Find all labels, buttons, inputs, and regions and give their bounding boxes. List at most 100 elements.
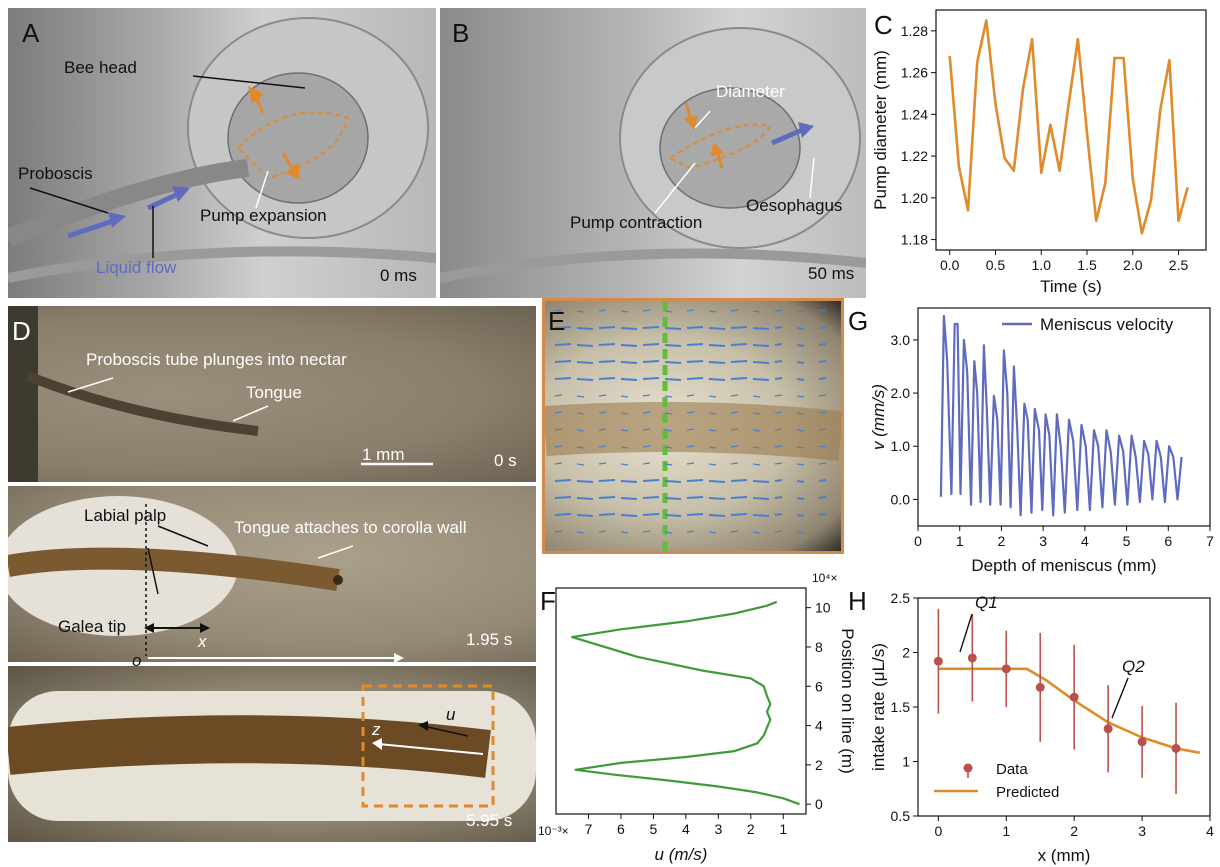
piv-vector [576,480,594,483]
x-axis-label: x (mm) [1038,846,1091,865]
panel-label-a: A [22,18,40,48]
y-tick-label: 2 [902,645,910,661]
panel-label-h: H [848,586,867,616]
label-u: u [446,705,456,724]
piv-vector [598,309,607,312]
panel-label-f: F [540,586,556,616]
piv-vector [818,309,827,312]
piv-vector [620,412,629,415]
piv-vector [774,428,783,431]
axes-frame [917,597,1211,817]
y-tick-label: 0.5 [891,808,911,824]
piv-vector [642,394,651,397]
piv-vector [642,326,660,329]
x-tick-label: 0 [914,533,922,549]
piv-vector [598,479,616,482]
piv-vector [576,429,585,432]
piv-vector [686,479,704,482]
data-point [1069,692,1079,702]
piv-vector [818,530,827,533]
x-axis-label: u (m/s) [655,845,708,864]
data-point [967,653,977,663]
piv-vector [708,446,717,449]
piv-vector [796,446,805,449]
panel-label-c: C [874,10,893,40]
timestamp-b: 50 ms [808,264,855,283]
piv-vector [730,428,739,431]
piv-vector [598,343,616,346]
y-tick-label: 0 [815,796,823,812]
panel-e-image [542,298,844,554]
label-liquid-flow: Liquid flow [96,258,177,277]
y-tick-label: 2.0 [891,385,911,401]
piv-vector [796,497,805,500]
piv-vector [752,480,770,483]
piv-vector [708,310,717,313]
scale-bar-label: 1 mm [362,445,405,464]
piv-vector [774,377,783,380]
piv-vector [598,496,616,499]
chart-g: 0 1 2 3 4 5 6 7 0.0 1.0 2.0 3.0 Meniscus velocity Dep… [869,307,1214,575]
annotation-q2-line [1111,677,1129,719]
timestamp-a: 0 ms [380,266,417,285]
piv-vector [554,343,572,346]
piv-vector [686,394,695,397]
piv-vector [818,343,827,346]
data-point [1171,743,1181,753]
piv-vector [708,480,726,483]
piv-vector [686,462,695,465]
chart-h: 0 1 2 3 4 0.5 1 1.5 2 2.5 Q1 Q2 Data Predicted x (mm) i… [869,590,1214,865]
piv-vector [642,496,660,499]
piv-vector [774,411,783,414]
piv-vector [620,344,638,347]
x-tick-label: 7 [585,821,593,837]
piv-vector [642,428,651,431]
data-point [933,656,943,666]
piv-vector [774,513,783,516]
piv-vector [642,445,651,448]
y-tick-label: 1.24 [901,106,928,122]
piv-vector [686,377,704,380]
piv-vector [642,513,660,516]
y-tick-label: 10 [815,600,831,616]
piv-vector [730,394,739,397]
piv-vector [686,343,704,346]
piv-vector [708,344,726,347]
piv-vector [730,309,739,312]
x-tick-label: 0.5 [986,257,1006,273]
x-tick-label: 5 [1123,533,1131,549]
y-tick-label: 1.20 [901,190,928,206]
label-z: z [372,720,381,739]
piv-vector [774,309,783,312]
x-tick-label: 0.0 [940,257,960,273]
label-diameter: Diameter [716,82,785,101]
piv-vector [576,395,585,398]
legend-label-data: Data [996,761,1028,778]
data-point [1001,664,1011,674]
piv-vector [774,343,783,346]
panel-d-image-1 [8,306,536,482]
piv-vector [708,531,717,534]
piv-vector [554,428,563,431]
velocity-profile-line [571,600,800,806]
label-pump-expansion: Pump expansion [200,206,327,225]
piv-vector [598,445,607,448]
piv-vector [774,360,783,363]
piv-vector [620,327,638,330]
piv-vector [576,531,585,534]
y-tick-label: 1.26 [901,65,928,81]
y-multiplier: 10⁴× [812,571,838,585]
piv-vector [752,395,761,398]
piv-vector [598,462,607,465]
piv-vector [686,496,704,499]
piv-vector [620,361,638,364]
piv-vector [730,479,748,482]
x-tick-label: 1.5 [1077,257,1097,273]
piv-vector [708,514,726,517]
x-tick-label: 2 [747,821,755,837]
x-tick-label: 2.0 [1123,257,1143,273]
meniscus-velocity-line [939,314,1183,517]
piv-vector [818,513,827,516]
piv-vector [664,344,682,347]
piv-vector [554,496,572,499]
